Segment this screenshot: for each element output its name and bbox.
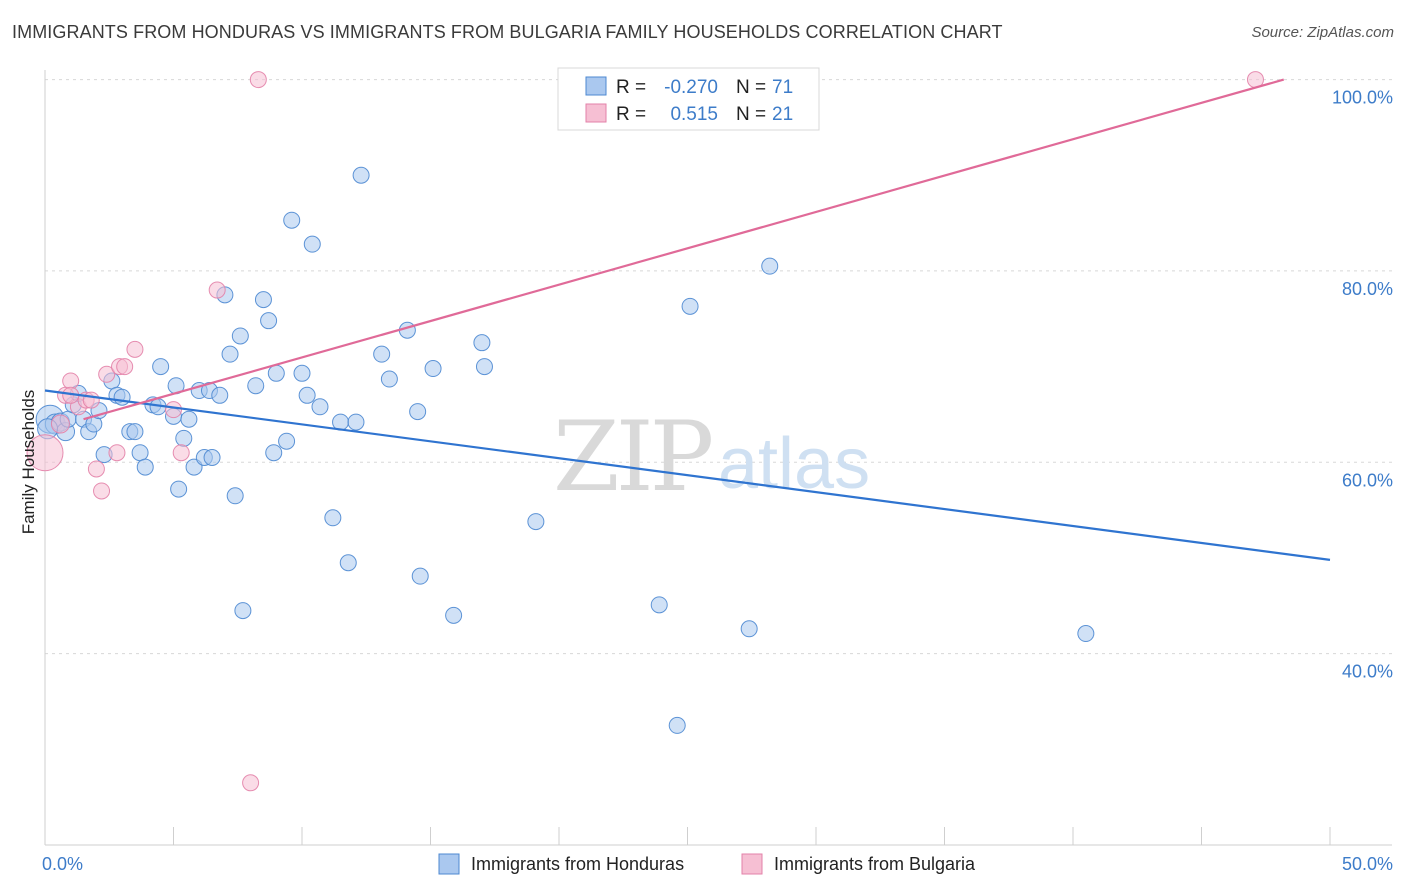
point-honduras-40 xyxy=(260,312,278,330)
point-honduras-54 xyxy=(373,345,391,363)
point-honduras-47 xyxy=(303,235,321,253)
watermark-zip: ZIP xyxy=(553,401,712,513)
point-honduras-69 xyxy=(1077,625,1095,643)
point-honduras-24 xyxy=(170,480,188,498)
legend-swatch-bulgaria xyxy=(585,103,607,123)
point-honduras-68 xyxy=(761,257,779,275)
point-honduras-62 xyxy=(475,358,493,376)
point-honduras-18 xyxy=(136,458,154,476)
point-honduras-52 xyxy=(347,413,365,431)
y-tick-label-60: 60.0% xyxy=(1342,470,1393,490)
point-honduras-31 xyxy=(203,449,221,466)
point-honduras-59 xyxy=(424,360,442,378)
point-honduras-63 xyxy=(527,513,545,531)
point-honduras-53 xyxy=(352,166,370,184)
stats-legend: R = -0.270 N = 71 R = 0.515 N = 21 xyxy=(557,67,820,131)
chart-title: IMMIGRANTS FROM HONDURAS VS IMMIGRANTS F… xyxy=(12,22,1003,42)
point-honduras-25 xyxy=(175,429,193,447)
trend-line-bulgaria xyxy=(83,78,1285,421)
point-bulgaria-13 xyxy=(126,340,144,358)
point-bulgaria-1 xyxy=(50,414,70,434)
point-honduras-44 xyxy=(283,211,301,229)
point-bulgaria-16 xyxy=(208,281,226,299)
point-honduras-42 xyxy=(267,364,285,382)
legend-r-value-bulgaria: 0.515 xyxy=(670,104,718,125)
watermark-atlas: atlas xyxy=(718,424,870,504)
bottom-legend-label-bulgaria: Immigrants from Bulgaria xyxy=(774,854,976,874)
point-honduras-57 xyxy=(409,403,427,421)
point-bulgaria-8 xyxy=(93,482,111,500)
point-honduras-37 xyxy=(234,602,252,620)
point-honduras-49 xyxy=(324,509,342,527)
trend-lines xyxy=(44,78,1331,561)
point-honduras-65 xyxy=(668,716,686,734)
series-honduras-points xyxy=(35,166,1095,734)
point-bulgaria-3 xyxy=(62,372,80,390)
legend-n-value-honduras: 71 xyxy=(772,77,793,98)
x-tick-label-min: 0.0% xyxy=(42,854,83,874)
point-honduras-34 xyxy=(221,345,239,363)
point-honduras-48 xyxy=(311,398,329,416)
point-bulgaria-9 xyxy=(98,365,116,383)
x-tick-label-max: 50.0% xyxy=(1342,854,1393,874)
point-honduras-16 xyxy=(126,423,144,441)
point-honduras-32 xyxy=(211,386,229,404)
legend-r-label-bulgaria: R = xyxy=(616,104,646,125)
point-bulgaria-7 xyxy=(87,460,105,478)
point-honduras-26 xyxy=(180,410,198,428)
legend-n-label-bulgaria: N = xyxy=(736,104,766,125)
grid-lines xyxy=(45,79,1392,655)
source-label: Source: ZipAtlas.com xyxy=(1251,24,1394,41)
watermark: ZIP atlas xyxy=(553,401,870,513)
point-honduras-55 xyxy=(380,370,398,388)
point-bulgaria-17 xyxy=(242,774,260,792)
point-honduras-21 xyxy=(152,358,170,376)
trend-line-honduras xyxy=(44,389,1331,561)
series-legend: Immigrants from Honduras Immigrants from… xyxy=(438,853,976,875)
point-honduras-38 xyxy=(247,377,265,395)
bottom-legend-swatch-honduras xyxy=(438,853,460,875)
point-bulgaria-18 xyxy=(249,71,267,89)
point-honduras-46 xyxy=(298,386,316,404)
point-honduras-14 xyxy=(113,388,131,406)
legend-n-value-bulgaria: 21 xyxy=(772,104,793,125)
legend-r-label-honduras: R = xyxy=(616,77,646,98)
point-honduras-39 xyxy=(254,291,272,309)
legend-n-label-honduras: N = xyxy=(736,77,766,98)
point-honduras-67 xyxy=(740,620,758,638)
legend-r-value-honduras: -0.270 xyxy=(664,77,718,98)
point-bulgaria-6 xyxy=(82,391,100,409)
point-honduras-58 xyxy=(411,567,429,585)
point-honduras-61 xyxy=(473,334,491,352)
point-honduras-64 xyxy=(650,596,668,614)
point-honduras-60 xyxy=(445,606,463,624)
point-honduras-17 xyxy=(131,444,149,462)
point-honduras-66 xyxy=(681,297,699,315)
y-tick-label-40: 40.0% xyxy=(1342,662,1393,682)
point-bulgaria-10 xyxy=(108,444,126,462)
point-honduras-41 xyxy=(265,444,283,462)
point-honduras-51 xyxy=(339,554,357,572)
point-bulgaria-14 xyxy=(165,401,182,419)
bottom-legend-swatch-bulgaria xyxy=(741,853,763,875)
point-bulgaria-0 xyxy=(26,434,64,472)
legend-swatch-honduras xyxy=(585,76,607,96)
point-honduras-36 xyxy=(231,327,249,345)
series-bulgaria-points xyxy=(26,71,1264,792)
tick-labels: 40.0% 60.0% 80.0% 100.0% 0.0% 50.0% xyxy=(42,88,1393,874)
point-honduras-43 xyxy=(278,432,296,450)
y-tick-label-80: 80.0% xyxy=(1342,279,1393,299)
point-bulgaria-12 xyxy=(116,358,134,376)
point-honduras-35 xyxy=(226,487,244,505)
y-axis-label: Family Households xyxy=(19,390,38,535)
point-honduras-45 xyxy=(293,364,311,382)
bottom-legend-label-honduras: Immigrants from Honduras xyxy=(471,854,684,874)
point-bulgaria-15 xyxy=(172,444,190,462)
y-tick-label-100: 100.0% xyxy=(1332,88,1393,108)
